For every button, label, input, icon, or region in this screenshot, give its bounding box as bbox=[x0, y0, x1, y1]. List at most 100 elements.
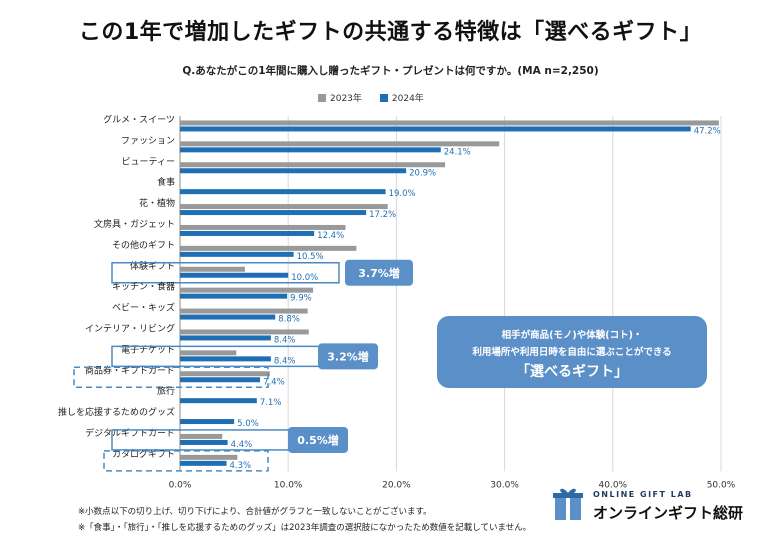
category-label: 花・植物 bbox=[139, 197, 175, 209]
value-label: 19.0% bbox=[389, 189, 416, 199]
category-label: ビューティー bbox=[122, 156, 175, 167]
callout-line-1: 相手が商品(モノ)や体験(コト)・ bbox=[501, 330, 643, 341]
selectable-gift-callout: 相手が商品(モノ)や体験(コト)・ 利用場所や利用日時を自由に選ぶことができる … bbox=[437, 316, 707, 388]
value-label: 8.4% bbox=[274, 335, 296, 345]
legend-item-2024: 2024年 bbox=[379, 91, 424, 104]
value-label: 8.4% bbox=[274, 356, 296, 366]
bar-2024 bbox=[180, 460, 227, 466]
chart-subtitle: Q.あなたがこの1年間に購入し贈ったギフト・プレゼントは何ですか。(MA n=2… bbox=[182, 65, 599, 77]
x-tick-label: 40.0% bbox=[599, 480, 628, 490]
category-label: キッチン・食器 bbox=[112, 281, 175, 293]
bar-2024 bbox=[180, 189, 386, 195]
value-label: 12.4% bbox=[317, 231, 344, 241]
bar-2024 bbox=[180, 356, 271, 362]
increase-callout bbox=[345, 259, 413, 286]
bar-2024 bbox=[180, 439, 228, 445]
bar-2023 bbox=[180, 433, 223, 439]
bar-2023 bbox=[180, 287, 314, 293]
value-label: 7.4% bbox=[263, 377, 285, 387]
highlight-box bbox=[111, 262, 340, 284]
increase-callout bbox=[318, 343, 378, 370]
bar-2023 bbox=[180, 162, 446, 168]
category-label: 商品券・ギフトカード bbox=[85, 364, 175, 376]
logo-jp-text: オンラインギフト総研 bbox=[593, 504, 744, 522]
category-label: カタログギフト bbox=[112, 448, 175, 460]
bar-2023 bbox=[180, 141, 500, 147]
legend: 2023年 2024年 bbox=[318, 91, 424, 104]
bar-2024 bbox=[180, 314, 276, 320]
logo: ONLINE GIFT LAB オンラインギフト総研 bbox=[553, 486, 753, 526]
bar-2024 bbox=[180, 377, 261, 383]
footnote-1: ※小数点以下の切り上げ、切り下げにより、合計値がグラフと一致しないことがございま… bbox=[78, 507, 432, 517]
x-tick-label: 50.0% bbox=[707, 480, 736, 490]
bar-2024 bbox=[180, 251, 294, 257]
highlight-box-dashed bbox=[103, 450, 269, 472]
bar-2023 bbox=[180, 120, 719, 126]
x-tick-label: 0.0% bbox=[169, 480, 192, 490]
x-tick-label: 30.0% bbox=[490, 480, 519, 490]
increase-callout-text: 3.2%増 bbox=[327, 349, 369, 363]
legend-swatch-2023 bbox=[318, 93, 326, 102]
value-label: 20.9% bbox=[409, 168, 436, 178]
value-label: 4.3% bbox=[230, 461, 252, 471]
bar-2023 bbox=[180, 350, 237, 356]
category-label: グルメ・スイーツ bbox=[103, 113, 175, 125]
highlight-box-dashed bbox=[73, 366, 269, 388]
footnote-2: ※「食事」・「旅行」・「推しを応援するためのグッズ」は2023年調査の選択肢にな… bbox=[78, 523, 532, 533]
increase-callout-text: 3.7%増 bbox=[358, 266, 400, 280]
value-label: 5.0% bbox=[237, 419, 259, 429]
bar-2023 bbox=[180, 329, 309, 335]
category-label: 電子チケット bbox=[121, 344, 175, 355]
legend-item-2023: 2023年 bbox=[318, 91, 362, 104]
category-label: ベビー・キッズ bbox=[112, 302, 175, 314]
bar-2024 bbox=[180, 147, 441, 153]
bar-2023 bbox=[180, 204, 388, 210]
bar-2024 bbox=[180, 210, 367, 216]
callout-line-3: 「選べるギフト」 bbox=[516, 364, 628, 380]
legend-swatch-2024 bbox=[379, 93, 388, 102]
bar-2023 bbox=[180, 454, 238, 460]
category-label: その他のギフト bbox=[112, 239, 175, 251]
bar-2024 bbox=[180, 126, 691, 132]
category-label: 食事 bbox=[157, 176, 175, 188]
category-label: デジタルギフトカード bbox=[85, 427, 175, 439]
value-label: 10.0% bbox=[291, 273, 318, 283]
legend-label-2024: 2024年 bbox=[391, 94, 424, 104]
gift-box-icon bbox=[553, 488, 583, 520]
category-label: 文房具・ガジェット bbox=[94, 218, 175, 230]
bar-2024 bbox=[180, 419, 235, 425]
value-label: 10.5% bbox=[297, 252, 324, 262]
value-label: 8.8% bbox=[278, 315, 300, 325]
value-label: 24.1% bbox=[444, 147, 471, 157]
category-label: 旅行 bbox=[157, 385, 175, 397]
bar-2023 bbox=[180, 224, 346, 230]
value-label: 17.2% bbox=[369, 210, 396, 220]
category-label: 推しを応援するためのグッズ bbox=[58, 406, 175, 418]
value-label: 7.1% bbox=[260, 398, 282, 408]
bar-2024 bbox=[180, 398, 257, 404]
bar-2024 bbox=[180, 335, 271, 341]
bar-2024 bbox=[180, 272, 289, 278]
bar-2023 bbox=[180, 266, 245, 272]
value-label: 9.9% bbox=[290, 294, 312, 304]
legend-label-2023: 2023年 bbox=[330, 94, 362, 104]
bar-2023 bbox=[180, 245, 357, 251]
x-tick-label: 20.0% bbox=[382, 480, 411, 490]
value-label: 4.4% bbox=[231, 440, 253, 450]
chart-title: この1年で増加したギフトの共通する特徴は「選べるギフト」 bbox=[78, 20, 703, 45]
bar-2023 bbox=[180, 308, 308, 314]
bar-2024 bbox=[180, 293, 288, 299]
logo-en-text: ONLINE GIFT LAB bbox=[593, 490, 693, 499]
category-label: 体験ギフト bbox=[130, 260, 175, 272]
x-tick-label: 10.0% bbox=[274, 480, 303, 490]
bar-2023 bbox=[180, 371, 270, 377]
callout-line-2: 利用場所や利用日時を自由に選ぶことができる bbox=[472, 347, 672, 358]
value-label: 47.2% bbox=[694, 126, 721, 136]
increase-callout bbox=[288, 426, 348, 453]
category-label: インテリア・リビング bbox=[85, 322, 175, 334]
increase-callout-text: 0.5%増 bbox=[297, 433, 339, 447]
bar-2024 bbox=[180, 230, 315, 236]
bar-2024 bbox=[180, 168, 407, 174]
category-label: ファッション bbox=[121, 136, 175, 146]
